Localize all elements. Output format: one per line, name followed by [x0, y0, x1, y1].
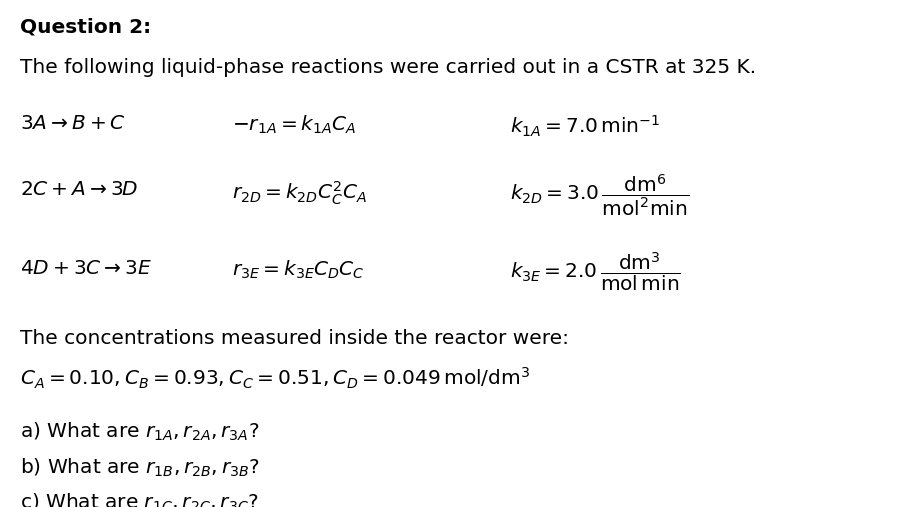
Text: c) What are $r_{1C},r_{2C},r_{3C}$?: c) What are $r_{1C},r_{2C},r_{3C}$? — [20, 492, 258, 507]
Text: $k_{3E}=2.0\,\dfrac{\mathrm{dm}^3}{\mathrm{mol\,min}}$: $k_{3E}=2.0\,\dfrac{\mathrm{dm}^3}{\math… — [510, 251, 681, 294]
Text: The following liquid-phase reactions were carried out in a CSTR at 325 K.: The following liquid-phase reactions wer… — [20, 58, 756, 77]
Text: $-r_{1A}=k_{1A}C_A$: $-r_{1A}=k_{1A}C_A$ — [232, 114, 357, 136]
Text: $2C+A \rightarrow 3D$: $2C+A \rightarrow 3D$ — [20, 180, 138, 199]
Text: Question 2:: Question 2: — [20, 18, 151, 37]
Text: $r_{2D}=k_{2D}C_C^2C_A$: $r_{2D}=k_{2D}C_C^2C_A$ — [232, 180, 367, 207]
Text: The concentrations measured inside the reactor were:: The concentrations measured inside the r… — [20, 329, 569, 347]
Text: $3A \rightarrow B+C$: $3A \rightarrow B+C$ — [20, 114, 126, 133]
Text: a) What are $r_{1A},r_{2A},r_{3A}$?: a) What are $r_{1A},r_{2A},r_{3A}$? — [20, 421, 259, 443]
Text: $k_{2D}=3.0\,\dfrac{\mathrm{dm}^6}{\mathrm{mol}^2\mathrm{min}}$: $k_{2D}=3.0\,\dfrac{\mathrm{dm}^6}{\math… — [510, 172, 689, 218]
Text: $r_{3E}=k_{3E}C_DC_C$: $r_{3E}=k_{3E}C_DC_C$ — [232, 259, 365, 281]
Text: b) What are $r_{1B},r_{2B},r_{3B}$?: b) What are $r_{1B},r_{2B},r_{3B}$? — [20, 456, 260, 479]
Text: $k_{1A}=7.0\,\mathrm{min}^{-1}$: $k_{1A}=7.0\,\mathrm{min}^{-1}$ — [510, 114, 660, 139]
Text: $C_A=0.10,C_B=0.93,C_C=0.51,C_D=0.049\,\mathrm{mol/dm}^3$: $C_A=0.10,C_B=0.93,C_C=0.51,C_D=0.049\,\… — [20, 366, 531, 391]
Text: $4D+3C \rightarrow 3E$: $4D+3C \rightarrow 3E$ — [20, 259, 152, 277]
